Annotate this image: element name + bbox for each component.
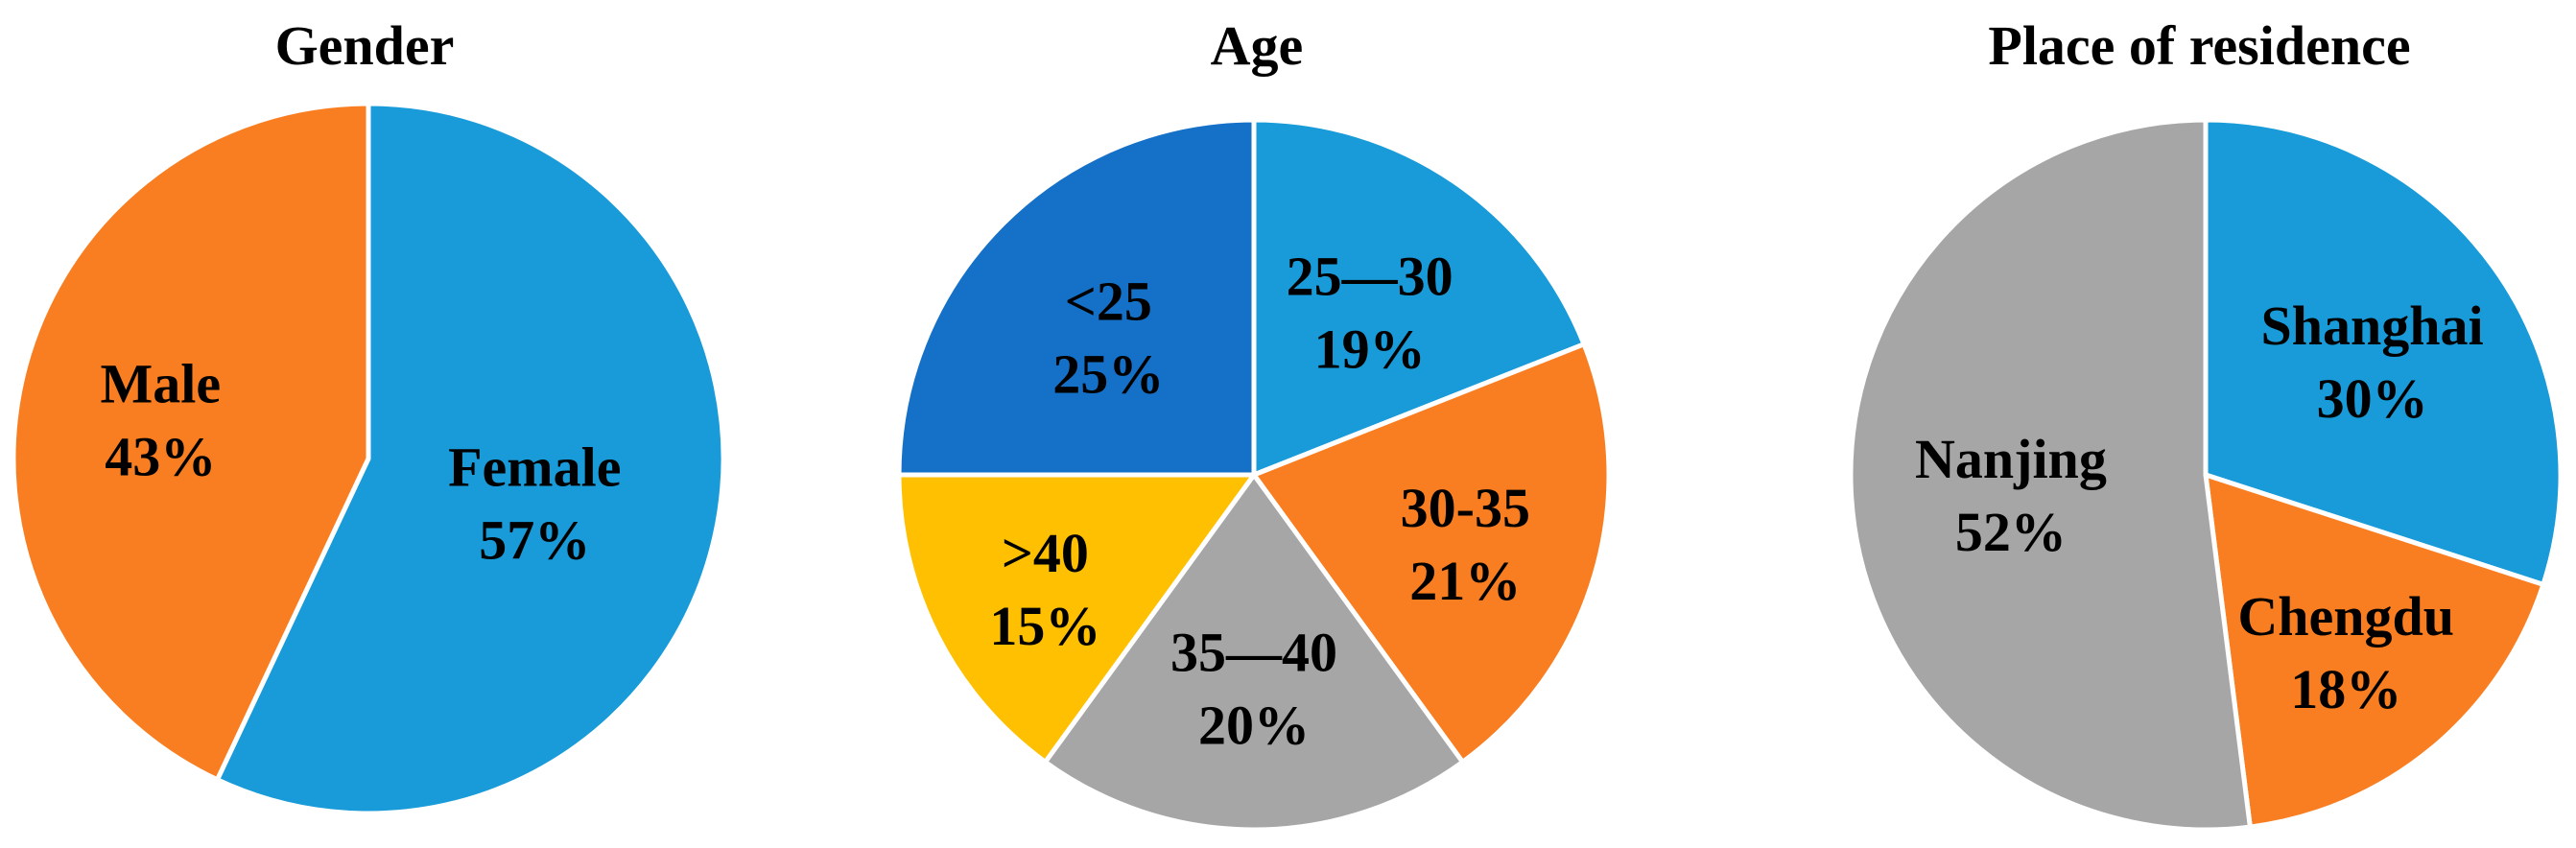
residence-pct-chengdu: 18%	[2290, 658, 2401, 720]
age-slice-40	[896, 472, 1257, 765]
residence-pie: Shanghai 30% Chengdu 18% Nanjing 52%	[1848, 117, 2564, 833]
residence-slice-chengdu	[2203, 472, 2546, 830]
gender-pct-male: 43%	[105, 426, 216, 488]
gender-panel: Gender Female 57% Male 43%	[0, 0, 729, 848]
residence-pct-shanghai: 30%	[2317, 367, 2428, 430]
age-pct-30-35: 21%	[1409, 550, 1521, 612]
age-label-25: <25	[1065, 270, 1152, 332]
age-pct-25: 25%	[1052, 342, 1164, 405]
age-panel: Age 25—30 19% 30-35 21% 35—40 20% >40 15% <25 25%	[863, 0, 1650, 848]
gender-title: Gender	[274, 14, 455, 77]
residence-slice-shanghai	[2203, 117, 2564, 587]
age-label-35-40: 35—40	[1170, 622, 1337, 684]
age-slice-25	[896, 117, 1257, 478]
age-pie: 25—30 19% 30-35 21% 35—40 20% >40 15% <25 25%	[896, 117, 1612, 833]
gender-slice-male	[11, 101, 371, 783]
residence-label-chengdu: Chengdu	[2237, 585, 2454, 648]
gender-slice-female	[214, 101, 726, 816]
age-slice-35-40	[1043, 472, 1465, 833]
residence-panel: Place of residence Shanghai 30% Chengdu 18%…	[1823, 0, 2576, 848]
gender-label-male: Male	[100, 353, 221, 415]
age-pct-35-40: 20%	[1198, 695, 1310, 757]
residence-title: Place of residence	[1988, 14, 2411, 77]
age-slice-30-35	[1251, 342, 1612, 765]
gender-label-female: Female	[448, 436, 621, 499]
age-slice-25-30	[1251, 117, 1587, 478]
residence-slice-nanjing	[1848, 117, 2253, 833]
gender-pct-female: 57%	[479, 509, 590, 572]
residence-label-shanghai: Shanghai	[2261, 294, 2484, 357]
residence-label-nanjing: Nanjing	[1915, 428, 2107, 490]
age-title: Age	[1210, 14, 1304, 77]
age-label-40: >40	[1002, 522, 1089, 584]
age-label-25-30: 25—30	[1287, 246, 1453, 308]
residence-pct-nanjing: 52%	[1955, 501, 2067, 563]
age-label-30-35: 30-35	[1401, 477, 1530, 539]
gender-pie: Female 57% Male 43%	[11, 101, 726, 816]
age-pct-25-30: 19%	[1314, 318, 1426, 381]
age-pct-40: 15%	[989, 595, 1100, 657]
